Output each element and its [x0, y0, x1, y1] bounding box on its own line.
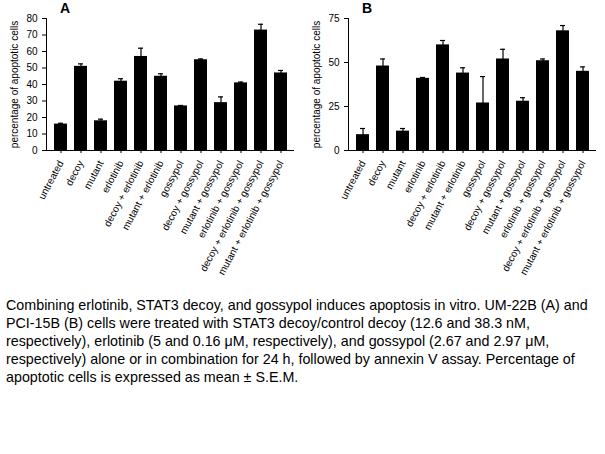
svg-text:80: 80	[26, 13, 38, 24]
svg-text:0: 0	[32, 145, 38, 156]
svg-text:40: 40	[26, 79, 38, 90]
svg-text:mutant: mutant	[81, 158, 106, 191]
svg-text:mutant + erlotinib + gossypol: mutant + erlotinib + gossypol	[216, 159, 286, 277]
svg-text:erlotinib: erlotinib	[99, 158, 126, 195]
svg-text:20: 20	[26, 112, 38, 123]
svg-text:decoy + erlotinib: decoy + erlotinib	[403, 158, 448, 229]
svg-text:percentage of apoptotic cells: percentage of apoptotic cells	[9, 21, 20, 148]
svg-text:decoy + erlotinib + gossypol: decoy + erlotinib + gossypol	[197, 158, 266, 274]
svg-text:decoy: decoy	[365, 158, 388, 188]
svg-text:50: 50	[26, 62, 38, 73]
svg-text:gossypol: gossypol	[459, 158, 488, 199]
svg-text:10: 10	[26, 128, 38, 139]
svg-text:mutant + erlotinib: mutant + erlotinib	[421, 158, 468, 232]
svg-text:mutant + gossypol: mutant + gossypol	[479, 158, 528, 236]
svg-text:decoy: decoy	[63, 158, 86, 188]
svg-text:percentage of apoptotic cells: percentage of apoptotic cells	[311, 21, 322, 148]
svg-text:75: 75	[328, 13, 340, 24]
svg-text:mutant: mutant	[383, 158, 408, 191]
svg-text:0: 0	[334, 145, 340, 156]
html-text:A: A	[60, 0, 71, 16]
svg-text:decoy + erlotinib: decoy + erlotinib	[101, 158, 146, 229]
svg-text:25: 25	[328, 101, 340, 112]
svg-text:decoy + gossypol: decoy + gossypol	[159, 158, 206, 233]
svg-text:50: 50	[328, 57, 340, 68]
svg-text:70: 70	[26, 29, 38, 40]
svg-text:gossypol: gossypol	[157, 158, 186, 199]
svg-text:decoy + erlotinib + gossypol: decoy + erlotinib + gossypol	[499, 158, 568, 274]
svg-text:60: 60	[26, 46, 38, 57]
html-text:B: B	[362, 0, 373, 16]
svg-text:decoy + gossypol: decoy + gossypol	[461, 158, 508, 233]
html-text:Combining erlotinib, STAT3 dec: Combining erlotinib, STAT3 decoy, and go…	[6, 297, 588, 385]
svg-text:mutant + erlotinib + gossypol: mutant + erlotinib + gossypol	[518, 159, 588, 277]
svg-text:erlotinib: erlotinib	[401, 158, 428, 195]
svg-text:mutant + erlotinib: mutant + erlotinib	[119, 158, 166, 232]
svg-text:untreated: untreated	[36, 159, 66, 201]
svg-text:30: 30	[26, 95, 38, 106]
svg-text:mutant + gossypol: mutant + gossypol	[177, 158, 226, 236]
svg-text:untreated: untreated	[338, 159, 368, 201]
